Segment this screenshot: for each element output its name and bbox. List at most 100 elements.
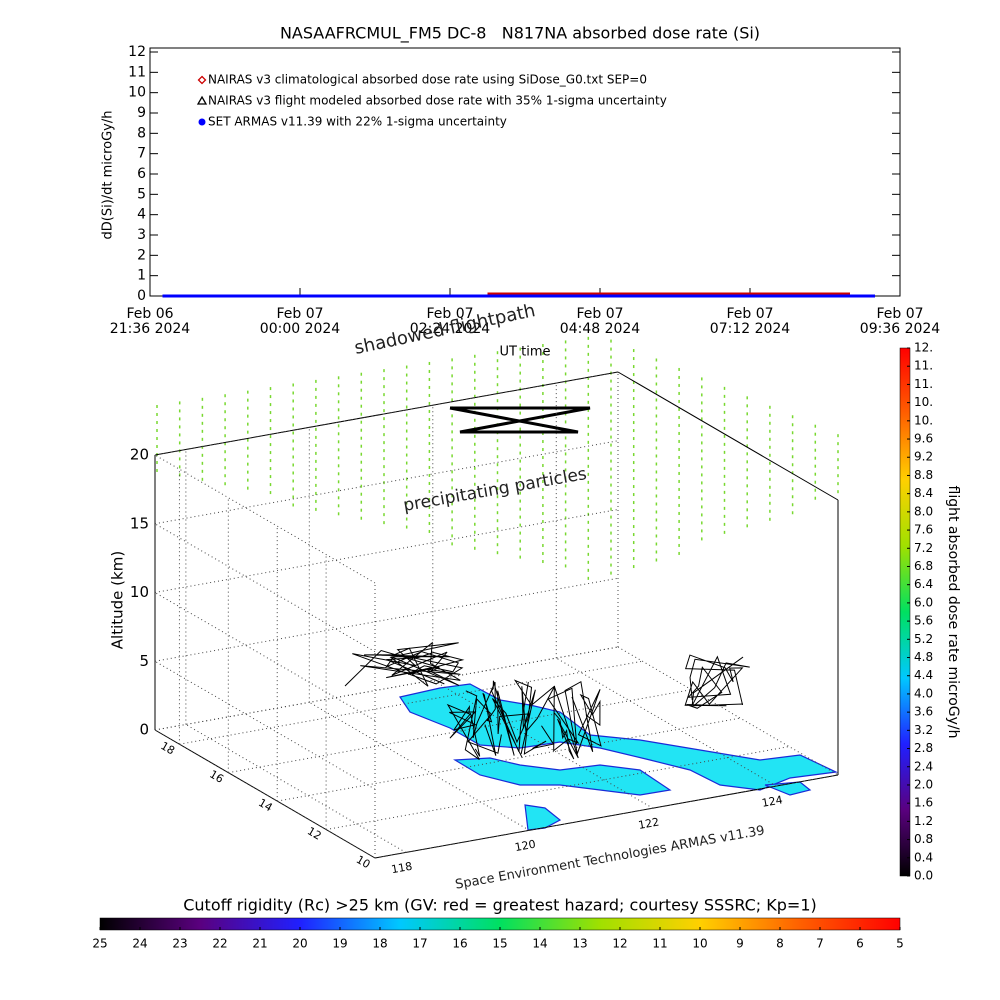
- colorbar-tick-label: 9: [736, 937, 744, 951]
- y-tick-label: 7: [137, 146, 146, 162]
- grid-line: [154, 523, 376, 653]
- land: [453, 757, 672, 796]
- x-tick-label: Feb 07 00:00 2024: [260, 306, 341, 337]
- y-axis-label: dD(Si)/dt microGy/h: [101, 111, 116, 240]
- colorbar-tick-label: 15: [492, 937, 507, 951]
- legend-marker: [196, 95, 208, 105]
- x-tick-label: Feb 06 21:36 2024: [110, 306, 191, 337]
- flight-track: [490, 680, 531, 759]
- colorbar-tick-label: 13: [572, 937, 587, 951]
- z-tick-label: 5: [139, 652, 149, 670]
- grid-line: [154, 592, 376, 721]
- colorbar-tick-label: 4.4: [914, 668, 933, 682]
- axis-edge: [374, 774, 839, 859]
- colorbar-tick-label: 12: [612, 937, 627, 951]
- x-tick-label: Feb 07 02:24 2024: [410, 306, 491, 337]
- x-tick-label: 118: [390, 860, 413, 876]
- grid-line: [556, 657, 777, 787]
- y-tick-label: 5: [137, 186, 146, 202]
- colorbar-tick-label: 6.8: [914, 559, 933, 573]
- flight-track: [467, 681, 502, 756]
- z-tick-label: 15: [130, 514, 149, 532]
- colorbar-tick-label: 12.: [914, 341, 933, 355]
- y-tick-label: 18: [158, 739, 177, 757]
- colorbar-tick-label: 10: [692, 937, 707, 951]
- colorbar-tick-label: 11.: [914, 377, 933, 391]
- x-tick-label: 122: [637, 815, 660, 831]
- colorbar-tick-label: 5.6: [914, 614, 933, 628]
- flight-track: [547, 686, 580, 760]
- colorbar-tick-label: 8.4: [914, 486, 933, 500]
- grid-line: [432, 679, 654, 809]
- colorbar-tick-label: 2.0: [914, 777, 933, 791]
- colorbar-tick-label: 6.0: [914, 595, 933, 609]
- z-axis-label: Altitude (km): [109, 551, 127, 649]
- colorbar-tick-label: 8: [776, 937, 784, 951]
- x-tick-label: Feb 07 09:36 2024: [860, 306, 941, 337]
- z-tick-label: 20: [130, 446, 149, 464]
- flight-track: [446, 690, 481, 760]
- colorbar-tick-label: 6.4: [914, 577, 933, 591]
- colorbar-tick-label: 9.2: [914, 450, 933, 464]
- colorbar-tick-label: 8.0: [914, 504, 933, 518]
- shadow-track: [344, 641, 465, 687]
- grid-line: [309, 701, 530, 831]
- grid-line: [154, 454, 376, 584]
- colorbar-tick-label: 11.: [914, 359, 933, 373]
- y-tick-label: 6: [137, 166, 146, 182]
- y-tick-label: 0: [137, 288, 146, 304]
- y-tick-label: 3: [137, 227, 146, 243]
- colorbar-tick-label: 18: [372, 937, 387, 951]
- legend-marker: [198, 118, 206, 126]
- colorbar-tick-label: 22: [212, 937, 227, 951]
- land: [764, 781, 812, 796]
- y-tick-label: 1: [137, 268, 146, 284]
- colorbar-tick-label: 24: [132, 937, 147, 951]
- legend-label: NAIRAS v3 climatological absorbed dose r…: [208, 73, 647, 87]
- x-tick-label: 120: [514, 838, 537, 854]
- z-tick-label: 10: [130, 583, 149, 601]
- flightpath: [449, 406, 591, 434]
- flight-track: [564, 680, 602, 756]
- z-tick-label: 0: [139, 721, 149, 739]
- colorbar-tick-label: 0.0: [914, 869, 933, 883]
- x-tick-label: Feb 07 04:48 2024: [560, 306, 641, 337]
- y-tick-label: 11: [128, 64, 146, 80]
- colorbar-tick-label: 5: [896, 937, 904, 951]
- y-tick-label: 16: [207, 768, 226, 786]
- y-tick-label: 10: [354, 853, 373, 871]
- colorbar-tick-label: 10.: [914, 395, 933, 409]
- colorbar-tick-label: 17: [412, 937, 427, 951]
- grid-line: [154, 660, 376, 790]
- flight-track: [513, 679, 556, 755]
- y-tick-label: 2: [137, 247, 146, 263]
- colorbar-tick-label: 1.2: [914, 814, 933, 828]
- colorbar-tick-label: 21: [252, 937, 267, 951]
- colorbar-tick-label: 16: [452, 937, 467, 951]
- y-tick-label: 9: [137, 105, 146, 121]
- colorbar-tick-label: 14: [532, 937, 547, 951]
- colorbar-tick-label: 9.6: [914, 432, 933, 446]
- y-tick-label: 4: [137, 207, 146, 223]
- y-tick-label: 10: [128, 85, 146, 101]
- colorbar-tick-label: 1.6: [914, 796, 933, 810]
- colorbar-tick-label: 7: [816, 937, 824, 951]
- chart-title: NASAAFRCMUL_FM5 DC-8 N817NA absorbed dos…: [280, 24, 760, 44]
- grid-line: [185, 724, 407, 853]
- colorbar-tick-label: 4.0: [914, 686, 933, 700]
- colorbar-tick-label: 2.8: [914, 741, 933, 755]
- axis-edge: [617, 371, 839, 501]
- legend-label: NAIRAS v3 flight modeled absorbed dose r…: [208, 94, 667, 108]
- colorbar-tick-label: 3.2: [914, 723, 933, 737]
- axis-edge: [154, 371, 619, 456]
- colorbar-tick-label: 25: [92, 937, 107, 951]
- scene-decoration: [156, 336, 839, 831]
- y-tick-label: 14: [256, 796, 275, 814]
- axis-edge: [617, 646, 839, 776]
- legend-marker: [197, 75, 207, 85]
- x-tick-label: Feb 07 07:12 2024: [710, 306, 791, 337]
- colorbar-tick-label: 5.2: [914, 632, 933, 646]
- colorbar-tick-label: 3.6: [914, 705, 933, 719]
